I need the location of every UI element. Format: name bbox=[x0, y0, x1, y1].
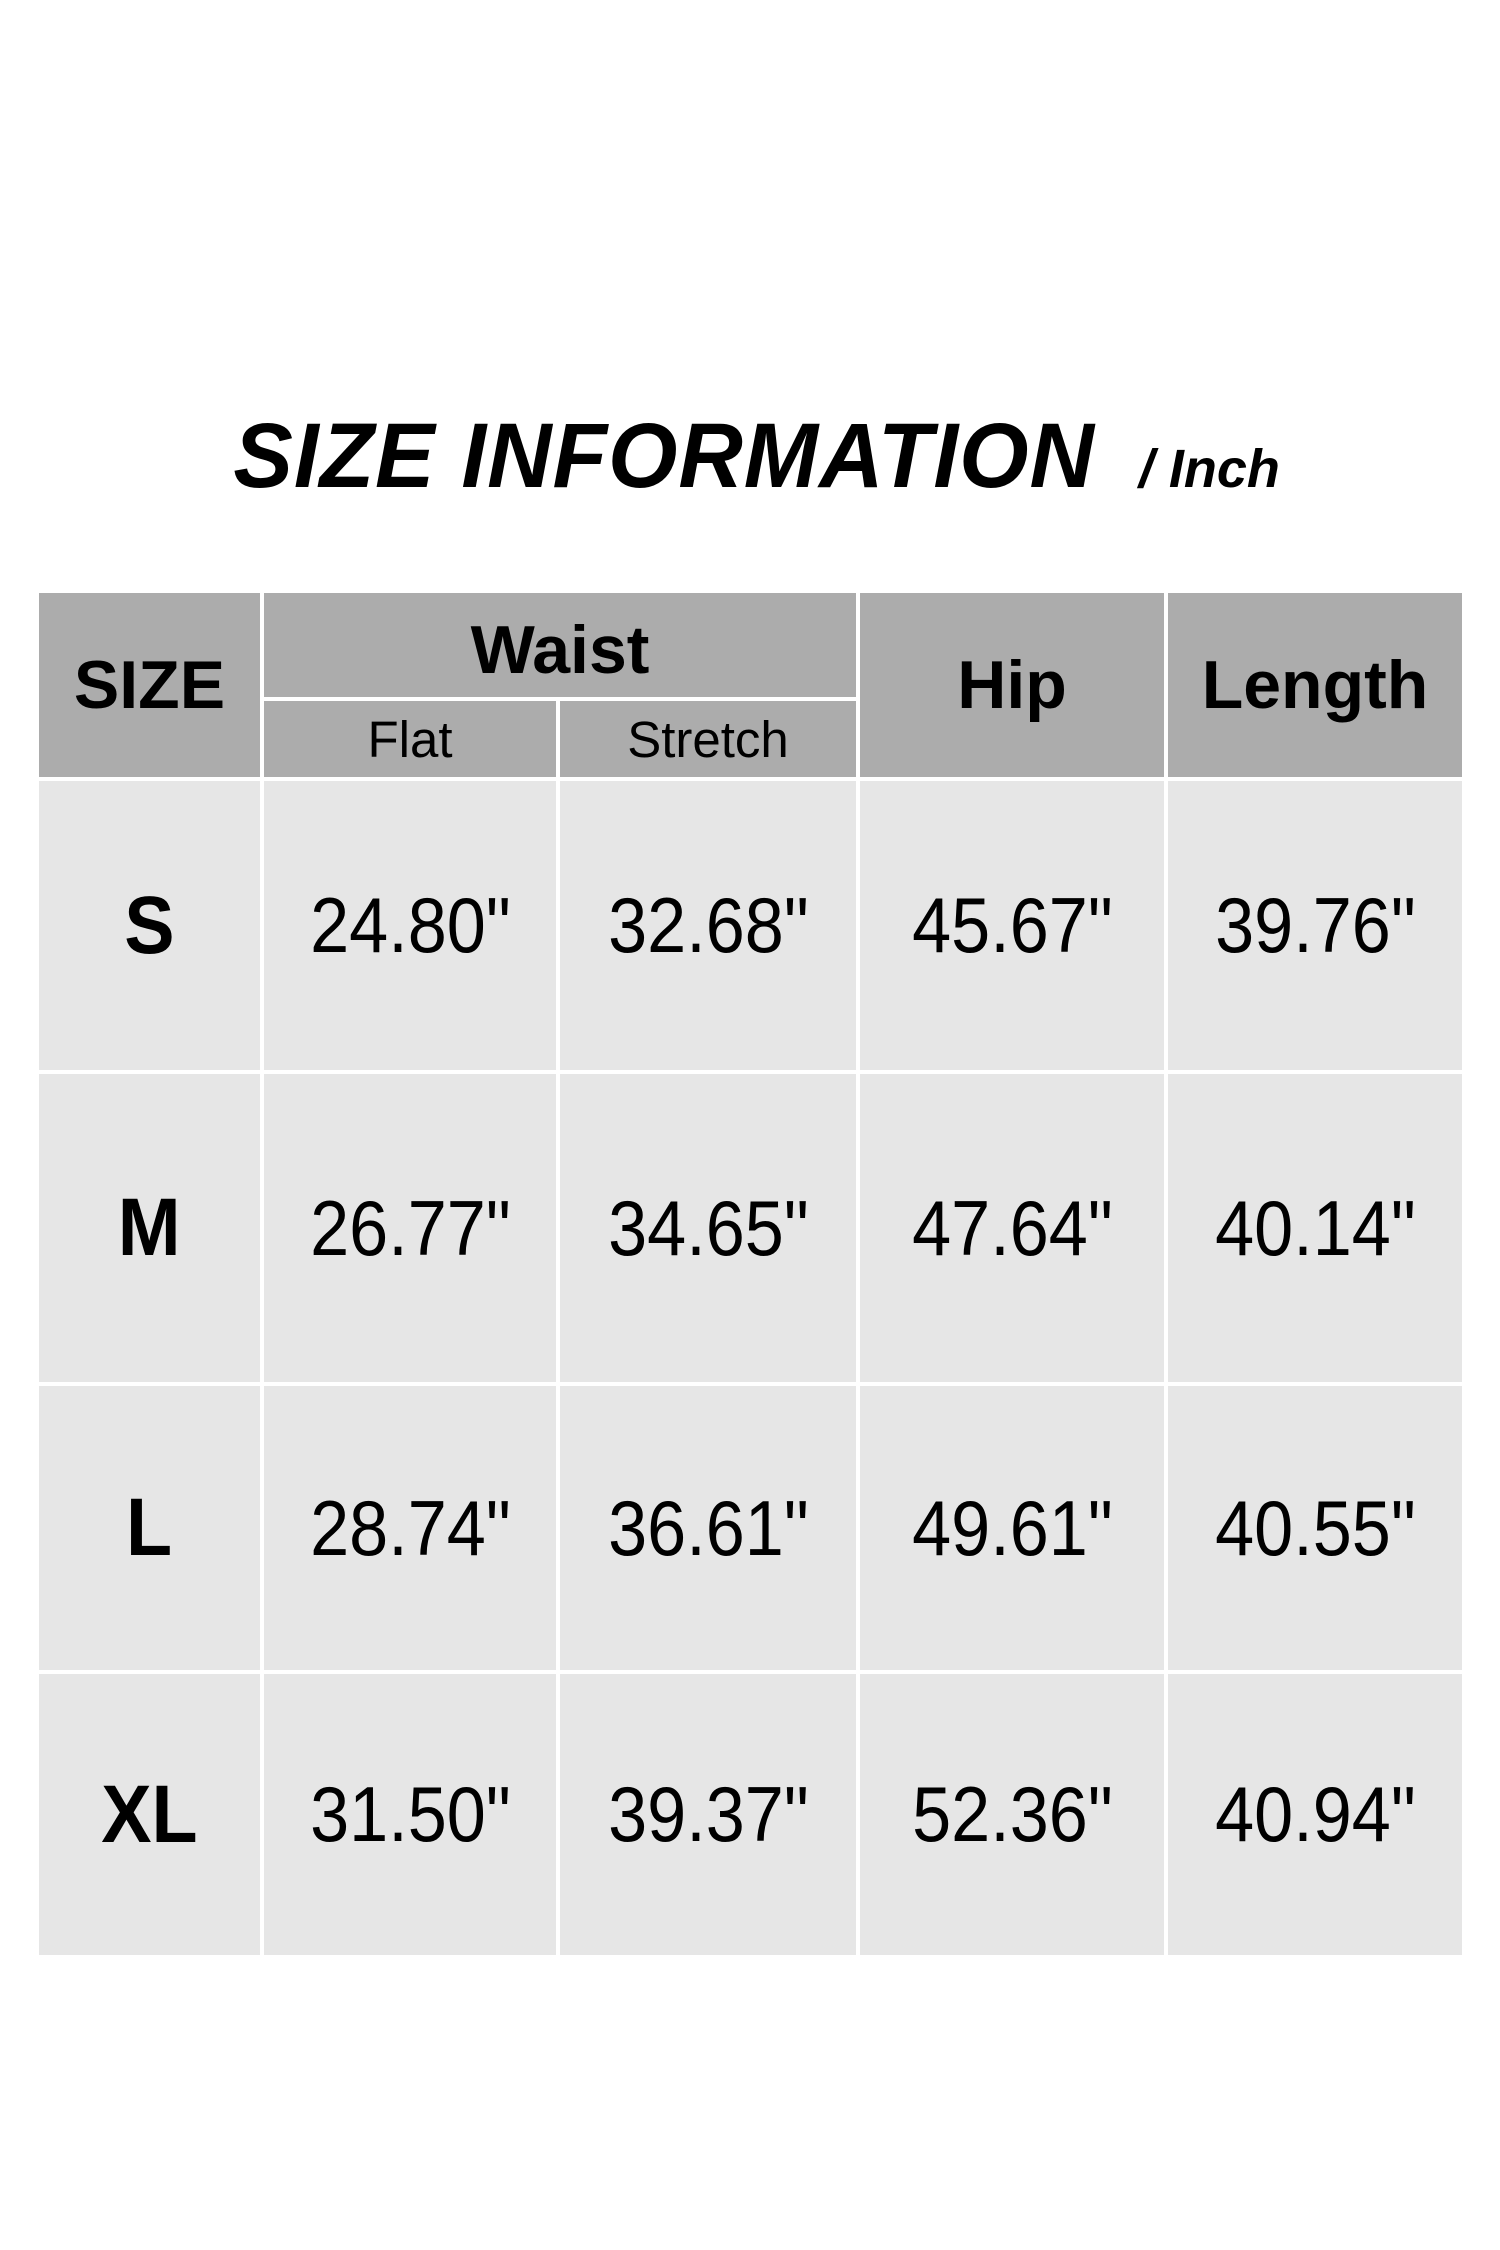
col-subheader-stretch: Stretch bbox=[560, 701, 856, 777]
row-l-size-label: L bbox=[126, 1482, 173, 1573]
title-text: SIZE INFORMATION bbox=[233, 405, 1096, 507]
row-l-hip-value: 49.61" bbox=[911, 1483, 1113, 1572]
row-xl-waist-stretch-value: 39.37" bbox=[607, 1770, 809, 1858]
page-title: SIZE INFORMATION / Inch bbox=[0, 410, 1500, 502]
row-l-waist-flat-value: 28.74" bbox=[309, 1483, 511, 1572]
title-unit-label: / Inch bbox=[1138, 439, 1280, 499]
row-s-waist-stretch-value: 32.68" bbox=[607, 881, 809, 969]
row-m-waist-flat-cell: 26.77" bbox=[264, 1074, 556, 1382]
col-header-size: SIZE bbox=[39, 593, 260, 777]
row-m-waist-flat-value: 26.77" bbox=[309, 1183, 511, 1272]
col-subheader-flat: Flat bbox=[264, 701, 556, 777]
row-m-waist-stretch-cell: 34.65" bbox=[560, 1074, 856, 1382]
row-s-size-label: S bbox=[124, 879, 175, 971]
row-l-waist-stretch-cell: 36.61" bbox=[560, 1386, 856, 1670]
size-table: SIZE Waist Hip Length Flat Stretch S 24.… bbox=[39, 593, 1462, 1955]
row-s-length-cell: 39.76" bbox=[1168, 781, 1462, 1070]
row-m-hip-value: 47.64" bbox=[911, 1183, 1113, 1272]
row-xl-waist-stretch-cell: 39.37" bbox=[560, 1674, 856, 1955]
row-s-hip-cell: 45.67" bbox=[860, 781, 1164, 1070]
row-m-length-cell: 40.14" bbox=[1168, 1074, 1462, 1382]
row-m-waist-stretch-value: 34.65" bbox=[607, 1183, 809, 1272]
row-m-hip-cell: 47.64" bbox=[860, 1074, 1164, 1382]
col-header-length: Length bbox=[1168, 593, 1462, 777]
row-xl-length-cell: 40.94" bbox=[1168, 1674, 1462, 1955]
row-l-waist-stretch-value: 36.61" bbox=[607, 1483, 809, 1572]
row-s-size-cell: S bbox=[39, 781, 260, 1070]
col-header-waist: Waist bbox=[264, 593, 856, 697]
row-s-hip-value: 45.67" bbox=[911, 881, 1113, 969]
row-l-hip-cell: 49.61" bbox=[860, 1386, 1164, 1670]
row-xl-hip-cell: 52.36" bbox=[860, 1674, 1164, 1955]
row-l-length-cell: 40.55" bbox=[1168, 1386, 1462, 1670]
row-s-waist-flat-cell: 24.80" bbox=[264, 781, 556, 1070]
row-xl-waist-flat-value: 31.50" bbox=[309, 1770, 511, 1858]
row-m-length-value: 40.14" bbox=[1214, 1183, 1416, 1272]
row-s-waist-flat-value: 24.80" bbox=[309, 881, 511, 969]
row-xl-size-cell: XL bbox=[39, 1674, 260, 1955]
col-header-hip: Hip bbox=[860, 593, 1164, 777]
row-l-size-cell: L bbox=[39, 1386, 260, 1670]
row-xl-size-label: XL bbox=[101, 1768, 198, 1860]
row-xl-length-value: 40.94" bbox=[1214, 1770, 1416, 1858]
row-l-length-value: 40.55" bbox=[1214, 1483, 1416, 1572]
row-xl-hip-value: 52.36" bbox=[911, 1770, 1113, 1858]
row-s-waist-stretch-cell: 32.68" bbox=[560, 781, 856, 1070]
row-l-waist-flat-cell: 28.74" bbox=[264, 1386, 556, 1670]
row-m-size-cell: M bbox=[39, 1074, 260, 1382]
row-m-size-label: M bbox=[118, 1182, 181, 1273]
row-xl-waist-flat-cell: 31.50" bbox=[264, 1674, 556, 1955]
row-s-length-value: 39.76" bbox=[1214, 881, 1416, 969]
